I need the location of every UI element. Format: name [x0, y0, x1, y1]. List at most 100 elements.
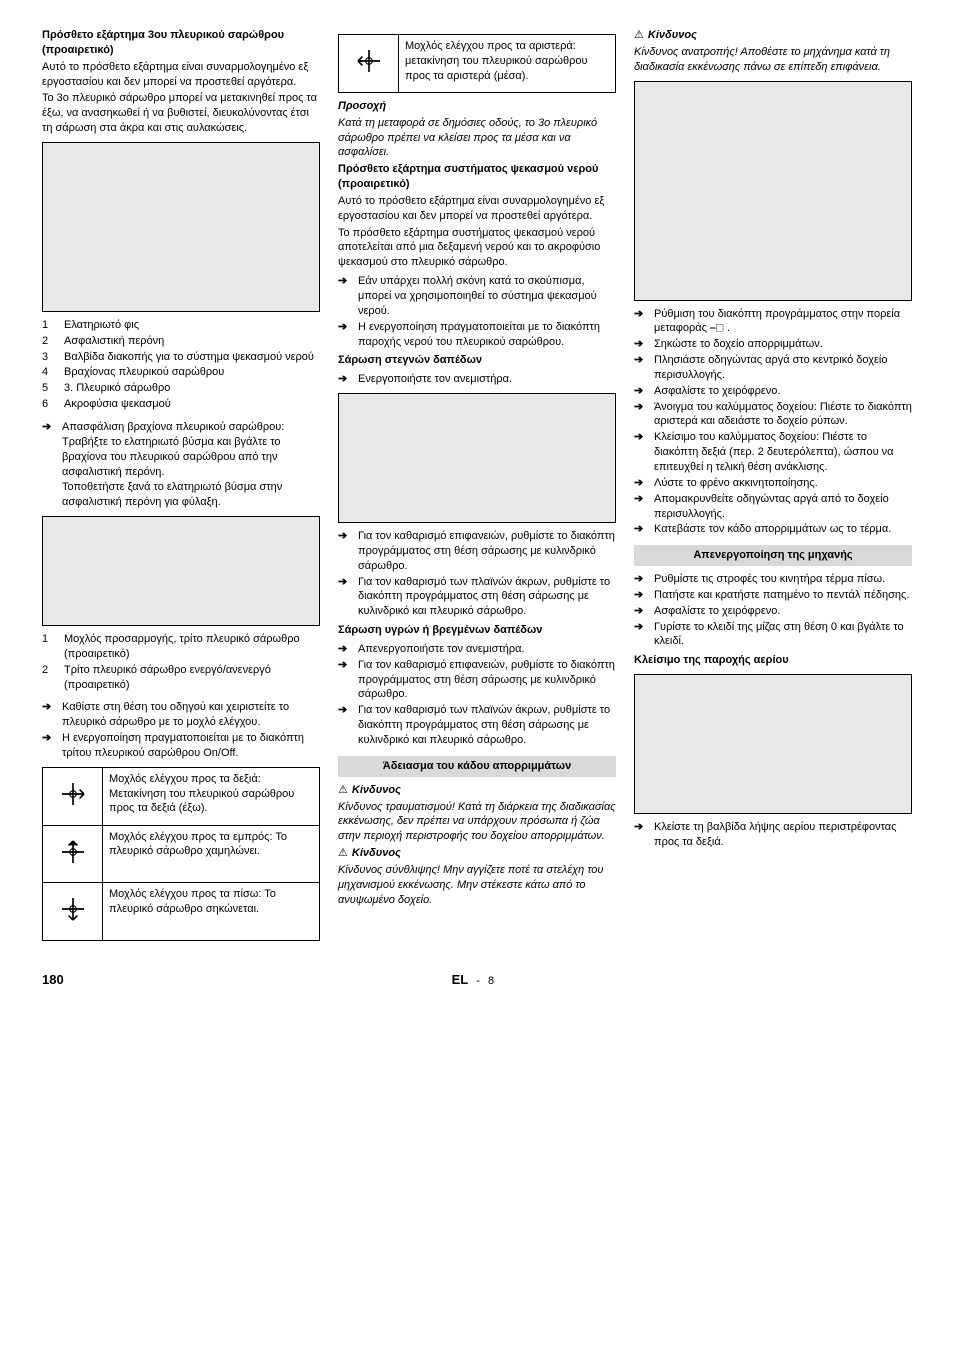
list-num: 3 [42, 350, 54, 365]
lever-left-icon [339, 35, 399, 93]
arrow-text-activate: Η ενεργοποίηση πραγματοποιείται με το δι… [62, 731, 320, 761]
lever-back-text: Μοχλός ελέγχου προς τα πίσω: Το πλευρικό… [103, 883, 320, 941]
arrow-icon: ➔ [634, 588, 648, 603]
arrow-text: Πλησιάστε οδηγώντας αργά στο κεντρικό δο… [654, 353, 912, 383]
arrow-text: Σηκώστε το δοχείο απορριμμάτων. [654, 337, 823, 352]
arrow-icon: ➔ [634, 384, 648, 399]
arrow-text: Απομακρυνθείτε οδηγώντας αργά από το δοχ… [654, 492, 912, 522]
page-footer: 180 EL - 8 [42, 971, 912, 989]
arrow-icon: ➔ [634, 307, 648, 337]
arrow-icon: ➔ [634, 522, 648, 537]
para-factory-assembled: Αυτό το πρόσθετο εξάρτημα είναι συναρμολ… [42, 60, 320, 90]
arrow-text: Ρύθμιση του διακόπτη προγράμματος στην π… [654, 307, 912, 337]
caution-text: Κατά τη μεταφορά σε δημόσιες οδούς, το 3… [338, 116, 616, 161]
figure-machine-parts [42, 142, 320, 312]
list-text: Ασφαλιστική περόνη [64, 334, 164, 349]
arrow-icon: ➔ [338, 575, 352, 620]
figure-control-lever [42, 516, 320, 626]
lever-right-icon [43, 767, 103, 825]
arrow-text: Κλείσιμο του καλύμματος δοχείου: Πιέστε … [654, 430, 912, 475]
section-empty-container: Άδειασμα του κάδου απορριμμάτων [338, 756, 616, 777]
empty-steps-list: ➔Ρύθμιση του διακόπτη προγράμματος στην … [634, 307, 912, 538]
warning-icon: ⚠ [338, 846, 348, 861]
danger-text-2: Κίνδυνος σύνθλιψης! Μην αγγίζετε ποτέ τα… [338, 863, 616, 908]
list-num: 1 [42, 318, 54, 333]
para-water-tank: Το πρόσθετο εξάρτημα συστήματος ψεκασμού… [338, 226, 616, 271]
heading-caution: Προσοχή [338, 99, 616, 114]
danger-text-1: Κίνδυνος τραυματισμού! Κατά τη διάρκεια … [338, 800, 616, 845]
arrow-text-water-switch: Η ενεργοποίηση πραγματοποιείται με το δι… [358, 320, 616, 350]
arrow-text: Λύστε το φρένο ακκινητοποίησης. [654, 476, 818, 491]
list-text: Βαλβίδα διακοπής για το σύστημα ψεκασμού… [64, 350, 314, 365]
arrow-text-sit: Καθίστε στη θέση του οδηγού και χειριστε… [62, 700, 320, 730]
arrow-icon: ➔ [338, 642, 352, 657]
arrow-icon: ➔ [634, 337, 648, 352]
arrow-icon: ➔ [634, 572, 648, 587]
arrow-text-unlock: Απασφάλιση βραχίονα πλευρικού σαρώθρου: … [62, 420, 320, 510]
list-num: 6 [42, 397, 54, 412]
warning-icon: ⚠ [634, 28, 644, 43]
arrow-text-surface-clean: Για τον καθαρισμό επιφανειών, ρυθμίστε τ… [358, 529, 616, 574]
arrow-text-dust: Εάν υπάρχει πολλή σκόνη κατά το σκούπισμ… [358, 274, 616, 319]
danger-text-3: Κίνδυνος ανατροπής! Αποθέστε το μηχάνημα… [634, 45, 912, 75]
danger-label-1: Κίνδυνος [352, 783, 401, 798]
arrow-icon: ➔ [338, 320, 352, 350]
arrow-text-fan-off: Απενεργοποιήστε τον ανεμιστήρα. [358, 642, 525, 657]
lever-left-text: Μοχλός ελέγχου προς τα αριστερά: μετακίν… [399, 35, 616, 93]
heading-attachment-3rd-broom: Πρόσθετο εξάρτημα 3ου πλευρικού σαρώθρου… [42, 28, 320, 58]
arrow-icon: ➔ [634, 400, 648, 430]
danger-label-3: Κίνδυνος [648, 28, 697, 43]
list-num: 5 [42, 381, 54, 396]
parts-list-2: 1Μοχλός προσαρμογής, τρίτο πλευρικό σάρω… [42, 632, 320, 692]
list-text: Ελατηριωτό φις [64, 318, 139, 333]
arrow-text: Γυρίστε το κλειδί της μίζας στη θέση 0 κ… [654, 620, 912, 650]
figure-fan-switch [338, 393, 616, 523]
arrow-icon: ➔ [338, 372, 352, 387]
column-2: Μοχλός ελέγχου προς τα αριστερά: μετακίν… [338, 28, 616, 947]
arrow-text-surface-clean-wet: Για τον καθαρισμό επιφανειών, ρυθμίστε τ… [358, 658, 616, 703]
arrow-text: Ρυθμίστε τις στροφές του κινητήρα τέρμα … [654, 572, 885, 587]
list-text: Βραχίονας πλευρικού σαρώθρου [64, 365, 224, 380]
arrow-icon: ➔ [634, 604, 648, 619]
arrow-icon: ➔ [634, 353, 648, 383]
danger-label-2: Κίνδυνος [352, 846, 401, 861]
arrow-icon: ➔ [338, 703, 352, 748]
lever-back-icon [43, 883, 103, 941]
para-broom-movement: Το 3ο πλευρικό σάρωθρο μπορεί να μετακιν… [42, 91, 320, 136]
arrow-text: Κατεβάστε τον κάδο απορριμμάτων ως το τέ… [654, 522, 891, 537]
heading-water-spray: Πρόσθετο εξάρτημα συστήματος ψεκασμού νε… [338, 162, 616, 192]
lever-forward-icon [43, 825, 103, 883]
heading-close-gas: Κλείσιμο της παροχής αερίου [634, 653, 912, 668]
page-number: 180 [42, 971, 64, 989]
lever-forward-text: Μοχλός ελέγχου προς τα εμπρός: Το πλευρι… [103, 825, 320, 883]
list-text: 3. Πλευρικό σάρωθρο [64, 381, 170, 396]
arrow-icon: ➔ [634, 620, 648, 650]
arrow-text-close-gas: Κλείστε τη βαλβίδα λήψης αερίου περιστρέ… [654, 820, 912, 850]
figure-container-empty [634, 81, 912, 301]
section-number: 8 [488, 974, 494, 989]
list-num: 1 [42, 632, 54, 662]
list-text: Ακροφύσια ψεκασμού [64, 397, 171, 412]
arrow-icon: ➔ [634, 492, 648, 522]
column-3: ⚠ Κίνδυνος Κίνδυνος ανατροπής! Αποθέστε τ… [634, 28, 912, 947]
arrow-text: Ασφαλίστε το χειρόφρενο. [654, 384, 780, 399]
arrow-text-edge-clean: Για τον καθαρισμό των πλαϊνών άκρων, ρυθ… [358, 575, 616, 620]
parts-list-1: 1Ελατηριωτό φις 2Ασφαλιστική περόνη 3Βαλ… [42, 318, 320, 412]
arrow-icon: ➔ [338, 529, 352, 574]
column-1: Πρόσθετο εξάρτημα 3ου πλευρικού σαρώθρου… [42, 28, 320, 947]
arrow-text: Πατήστε και κρατήστε πατημένο το πεντάλ … [654, 588, 909, 603]
arrow-text: Ασφαλίστε το χειρόφρενο. [654, 604, 780, 619]
arrow-text-fan-on: Ενεργοποιήστε τον ανεμιστήρα. [358, 372, 512, 387]
arrow-icon: ➔ [634, 820, 648, 850]
heading-wet-sweep: Σάρωση υγρών ή βρεγμένων δαπέδων [338, 623, 616, 638]
language-code: EL [452, 971, 469, 989]
arrow-icon: ➔ [338, 274, 352, 319]
figure-gas-valve [634, 674, 912, 814]
arrow-icon: ➔ [42, 420, 56, 510]
section-shutdown: Απενεργοποίηση της μηχανής [634, 545, 912, 566]
arrow-icon: ➔ [42, 731, 56, 761]
arrow-icon: ➔ [634, 476, 648, 491]
para-water-factory: Αυτό το πρόσθετο εξάρτημα είναι συναρμολ… [338, 194, 616, 224]
lever-directions-table: Μοχλός ελέγχου προς τα δεξιά: Μετακίνηση… [42, 767, 320, 942]
arrow-icon: ➔ [42, 700, 56, 730]
